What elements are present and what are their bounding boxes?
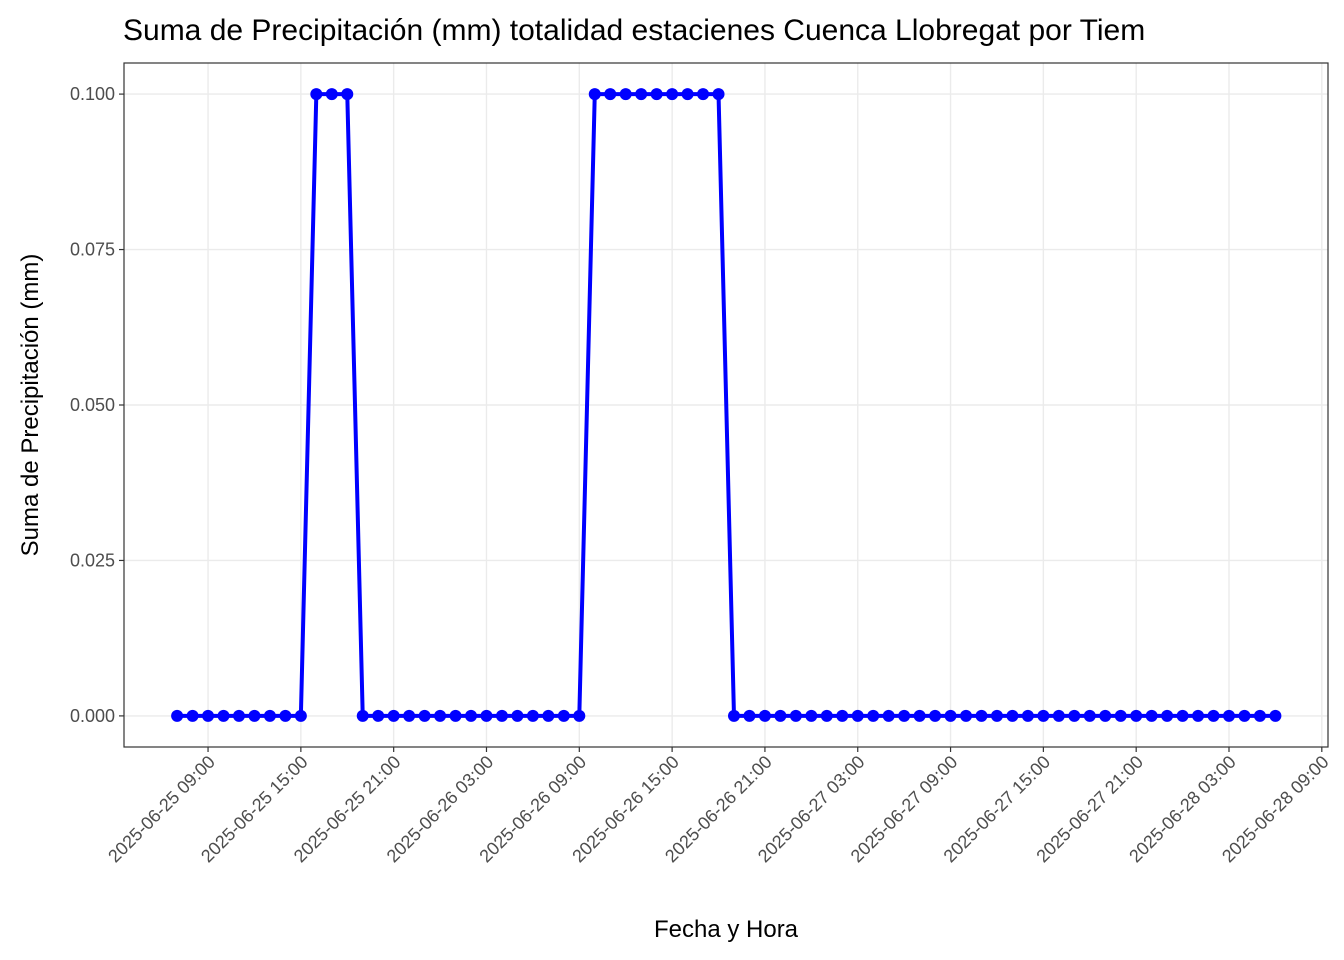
point <box>882 709 895 722</box>
point <box>774 709 787 722</box>
point <box>604 88 617 101</box>
point <box>263 709 276 722</box>
point <box>1145 709 1158 722</box>
point <box>867 709 880 722</box>
point <box>202 709 215 722</box>
point <box>1130 709 1143 722</box>
point <box>186 709 199 722</box>
point <box>495 709 508 722</box>
point <box>805 709 818 722</box>
point <box>573 709 586 722</box>
point <box>418 709 431 722</box>
point <box>403 709 416 722</box>
point <box>727 709 740 722</box>
point <box>851 709 864 722</box>
point <box>372 709 385 722</box>
point <box>944 709 957 722</box>
point <box>1269 709 1282 722</box>
point <box>913 709 926 722</box>
point <box>650 88 663 101</box>
point <box>434 709 447 722</box>
y-tick-label: 0.000 <box>70 706 115 726</box>
point <box>666 88 679 101</box>
point <box>171 709 184 722</box>
point <box>820 709 833 722</box>
point <box>1068 709 1081 722</box>
point <box>960 709 973 722</box>
point <box>1006 709 1019 722</box>
point <box>1238 709 1251 722</box>
point <box>758 709 771 722</box>
y-tick-label: 0.100 <box>70 84 115 104</box>
point <box>681 88 694 101</box>
point <box>1037 709 1050 722</box>
point <box>975 709 988 722</box>
point <box>232 709 245 722</box>
point <box>588 88 601 101</box>
point <box>480 709 493 722</box>
chart-title: Suma de Precipitación (mm) totalidad est… <box>123 14 1145 47</box>
point <box>526 709 539 722</box>
point <box>465 709 478 722</box>
point <box>990 709 1003 722</box>
point <box>697 88 710 101</box>
y-axis-title: Suma de Precipitación (mm) <box>17 254 44 557</box>
point <box>789 709 802 722</box>
x-axis-title: Fecha y Hora <box>654 916 799 943</box>
point <box>1192 709 1205 722</box>
point <box>712 88 725 101</box>
point <box>217 709 230 722</box>
y-tick-label: 0.075 <box>70 240 115 260</box>
point <box>542 709 555 722</box>
point <box>511 709 524 722</box>
point <box>1099 709 1112 722</box>
y-tick-label: 0.025 <box>70 550 115 570</box>
y-tick-label: 0.050 <box>70 395 115 415</box>
point <box>310 88 323 101</box>
point <box>294 709 307 722</box>
point <box>1176 709 1189 722</box>
point <box>1222 709 1235 722</box>
point <box>1253 709 1266 722</box>
point <box>279 709 292 722</box>
point <box>743 709 756 722</box>
point <box>557 709 570 722</box>
point <box>1021 709 1034 722</box>
point <box>1207 709 1220 722</box>
point <box>836 709 849 722</box>
point <box>1083 709 1096 722</box>
point <box>325 88 338 101</box>
point <box>929 709 942 722</box>
point <box>449 709 462 722</box>
point <box>1052 709 1065 722</box>
point <box>387 709 400 722</box>
point <box>341 88 354 101</box>
point <box>356 709 369 722</box>
point <box>635 88 648 101</box>
point <box>1114 709 1127 722</box>
point <box>619 88 632 101</box>
point <box>898 709 911 722</box>
marks <box>171 88 1282 722</box>
point <box>248 709 261 722</box>
point <box>1161 709 1174 722</box>
